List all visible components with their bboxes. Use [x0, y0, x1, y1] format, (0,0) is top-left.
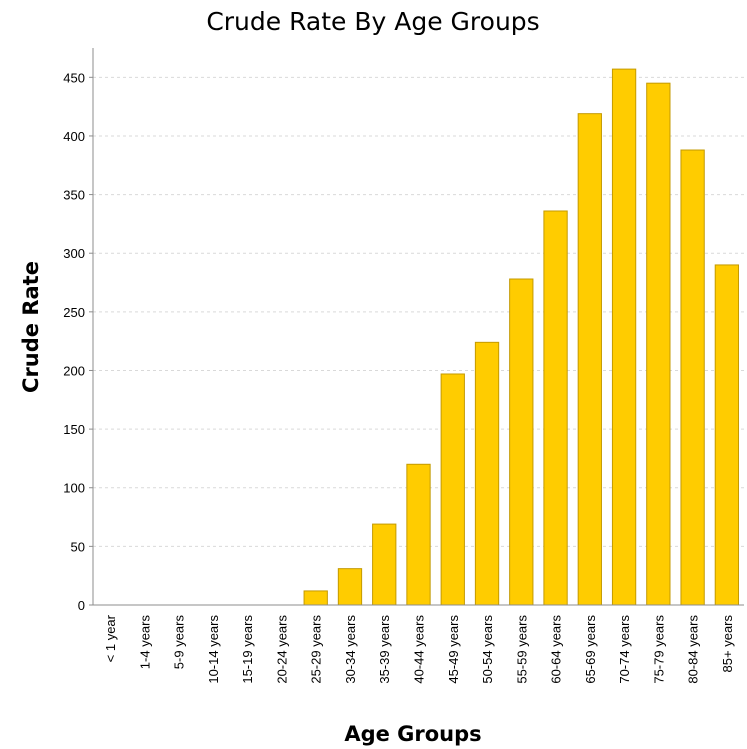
x-tick-label: 50-54 years: [480, 615, 495, 684]
x-tick-label: 10-14 years: [206, 615, 221, 684]
bar: [440, 373, 465, 606]
bar: [680, 149, 705, 606]
bar: [577, 113, 602, 606]
y-tick-label: 450: [63, 70, 85, 85]
chart-title: Crude Rate By Age Groups: [206, 7, 539, 36]
bar: [303, 590, 328, 606]
y-tick-label: 0: [78, 598, 85, 613]
x-tick-label: 60-64 years: [549, 615, 564, 684]
x-tick-label: 25-29 years: [309, 615, 324, 684]
x-tick-label: 1-4 years: [137, 615, 152, 670]
y-axis-label: Crude Rate: [19, 261, 43, 393]
x-tick-label: 80-84 years: [686, 615, 701, 684]
x-tick-label: 30-34 years: [343, 615, 358, 684]
bar: [509, 278, 534, 606]
y-tick-label: 350: [63, 188, 85, 203]
y-tick-labels: 0 50 100 150 200 250 300 350 400 450: [63, 70, 85, 613]
bar: [372, 523, 397, 606]
bar: [646, 82, 671, 606]
x-tick-label: < 1 year: [103, 614, 118, 662]
x-tick-label: 55-59 years: [514, 615, 529, 684]
x-tick-label: 5-9 years: [172, 615, 187, 670]
y-tick-label: 100: [63, 481, 85, 496]
x-tick-label: 35-39 years: [377, 615, 392, 684]
y-tick-label: 150: [63, 422, 85, 437]
bar: [714, 264, 740, 606]
x-tick-label: 40-44 years: [412, 615, 427, 684]
x-tick-label: 70-74 years: [617, 615, 632, 684]
bar: [474, 341, 500, 606]
y-tick-label: 50: [71, 539, 85, 554]
x-tick-label: 75-79 years: [651, 615, 666, 684]
x-tick-label: 20-24 years: [274, 615, 289, 684]
bar: [543, 210, 568, 606]
y-tick-label: 250: [63, 305, 85, 320]
x-axis-label: Age Groups: [344, 722, 481, 746]
x-tick-label: 65-69 years: [583, 615, 598, 684]
axes: [89, 48, 744, 606]
bar: [406, 463, 431, 606]
x-tick-labels: < 1 year 1-4 years 5-9 years 10-14 years 15-…: [103, 614, 735, 683]
x-tick-label: 15-19 years: [240, 615, 255, 684]
y-tick-label: 300: [63, 246, 85, 261]
y-tick-label: 200: [63, 363, 85, 378]
bar: [611, 68, 637, 606]
y-tick-label: 400: [63, 129, 85, 144]
bar: [337, 568, 363, 606]
x-tick-label: 85+ years: [720, 615, 735, 673]
x-tick-label: 45-49 years: [446, 615, 461, 684]
